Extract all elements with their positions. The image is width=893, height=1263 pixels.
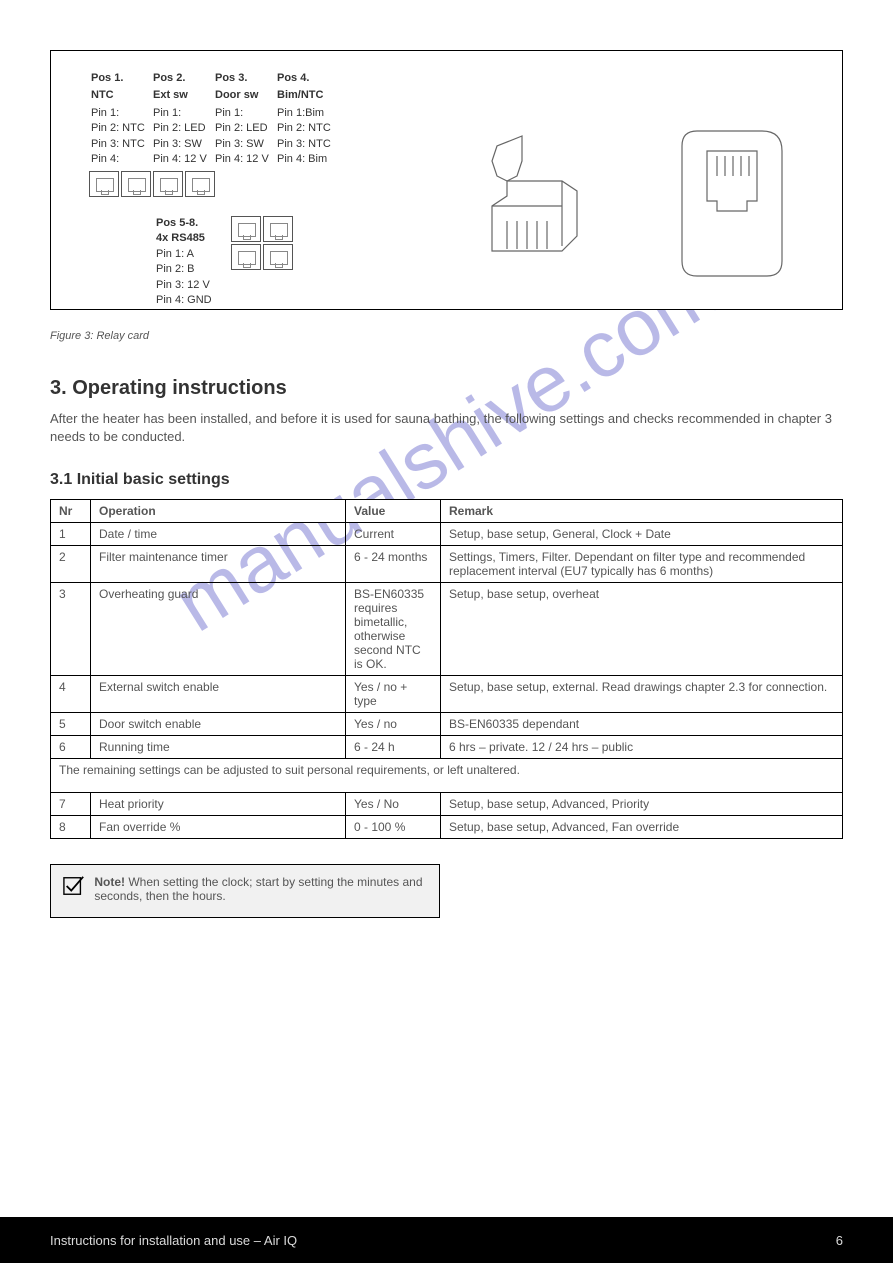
checkmark-icon — [63, 875, 85, 897]
pin-block-rs485: Pos 5-8. 4x RS485 Pin 1: A Pin 2: B Pin … — [156, 216, 212, 308]
port-icon — [89, 171, 119, 197]
figure-caption: Figure 3: Relay card — [50, 330, 843, 342]
footer-page-number: 6 — [836, 1233, 843, 1248]
col-operation: Operation — [91, 500, 346, 523]
port-icon — [185, 171, 215, 197]
col-value: Value — [346, 500, 441, 523]
section-heading: 3. Operating instructions — [50, 377, 843, 400]
footer-title: Instructions for installation and use – … — [50, 1233, 297, 1248]
port-grid — [231, 216, 293, 270]
port-row — [89, 171, 215, 197]
port-icon — [263, 244, 293, 270]
table-row: 5Door switch enableYes / noBS-EN60335 de… — [51, 713, 843, 736]
table-row: 1Date / timeCurrentSetup, base setup, Ge… — [51, 523, 843, 546]
rj-plug-icon — [462, 121, 612, 276]
port-icon — [231, 216, 261, 242]
table-row: 2Filter maintenance timer6 - 24 monthsSe… — [51, 546, 843, 583]
table-row: 3Overheating guardBS-EN60335 requires bi… — [51, 583, 843, 676]
port-icon — [263, 216, 293, 242]
table-row: 8Fan override %0 - 100 %Setup, base setu… — [51, 816, 843, 839]
pin-col-2: Pos 2. Ext sw Pin 1: Pin 2: LED Pin 3: S… — [153, 71, 215, 167]
pin-col-4: Pos 4. Bim/NTC Pin 1:Bim Pin 2: NTC Pin … — [277, 71, 339, 167]
pin-columns: Pos 1. NTC Pin 1: Pin 2: NTC Pin 3: NTC … — [91, 71, 339, 167]
page-content: Pos 1. NTC Pin 1: Pin 2: NTC Pin 3: NTC … — [0, 0, 893, 918]
note-text: When setting the clock; start by setting… — [94, 875, 422, 903]
rj-socket-icon — [667, 121, 797, 286]
port-icon — [231, 244, 261, 270]
table-merged-row: The remaining settings can be adjusted t… — [51, 759, 843, 793]
relay-diagram-box: Pos 1. NTC Pin 1: Pin 2: NTC Pin 3: NTC … — [50, 50, 843, 310]
table-header-row: Nr Operation Value Remark — [51, 500, 843, 523]
table-row: 6Running time6 - 24 h6 hrs – private. 12… — [51, 736, 843, 759]
port-icon — [121, 171, 151, 197]
col-remark: Remark — [441, 500, 843, 523]
settings-table: Nr Operation Value Remark 1Date / timeCu… — [50, 499, 843, 839]
note-label: Note! — [94, 875, 125, 889]
col-nr: Nr — [51, 500, 91, 523]
subsection-heading: 3.1 Initial basic settings — [50, 471, 843, 489]
port-icon — [153, 171, 183, 197]
table-row: 7Heat priorityYes / NoSetup, base setup,… — [51, 793, 843, 816]
pin-col-3: Pos 3. Door sw Pin 1: Pin 2: LED Pin 3: … — [215, 71, 277, 167]
note-callout: Note! When setting the clock; start by s… — [50, 864, 440, 918]
pin-col-1: Pos 1. NTC Pin 1: Pin 2: NTC Pin 3: NTC … — [91, 71, 153, 167]
intro-paragraph: After the heater has been installed, and… — [50, 410, 843, 446]
page-footer: Instructions for installation and use – … — [0, 1217, 893, 1263]
table-row: 4External switch enableYes / no + typeSe… — [51, 676, 843, 713]
